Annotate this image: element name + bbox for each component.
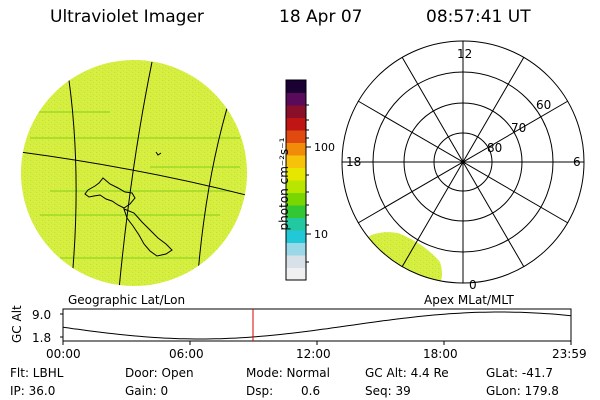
time-label-0600: 06:00: [169, 347, 204, 361]
mlat-label-70: 70: [511, 121, 527, 135]
geographic-image[interactable]: [20, 60, 250, 300]
colorbar-segment: [286, 167, 306, 181]
colorbar: [285, 79, 311, 281]
mlt-label-6: 6: [573, 155, 581, 169]
colorbar-frame: [285, 79, 307, 281]
seq-info: Seq: 39: [365, 384, 411, 398]
yaxis-min: 1.8: [32, 331, 52, 345]
ip-info: IP: 36.0: [10, 384, 56, 398]
time-ticks: [62, 341, 572, 345]
mlat-label-80: 80: [487, 141, 503, 155]
colorbar-segment: [286, 117, 306, 131]
coastline-south: [123, 208, 173, 257]
colorbar-segment: [286, 217, 306, 231]
glon-info: GLon: 179.8: [486, 384, 559, 398]
mlt-spoke: [357, 100, 569, 224]
time-label: 08:57:41 UT: [426, 7, 531, 27]
mlt-label-18: 18: [346, 155, 362, 169]
colorbar-segment: [286, 255, 306, 268]
time-label-1800: 18:00: [423, 347, 458, 361]
colorbar-tick-label: 100: [314, 141, 335, 154]
date-label: 18 Apr 07: [279, 7, 363, 27]
colorbar-tick-label: 10: [314, 228, 328, 241]
colorbar-segment: [286, 267, 306, 281]
colorbar-segment: [286, 80, 306, 93]
latitude-line: [21, 151, 247, 197]
colorbar-segment: [286, 105, 306, 118]
meridian-line: [65, 60, 77, 286]
coastline-north: [84, 177, 136, 209]
gcalt-info: GC Alt: 4.4 Re: [365, 366, 449, 380]
colorbar-segment: [286, 142, 306, 156]
colorbar-segment: [286, 205, 306, 218]
time-label-2359: 23:59: [552, 347, 587, 361]
dsp-value: 0.6: [301, 384, 321, 398]
colorbar-segment: [286, 130, 306, 143]
timeline-plot[interactable]: [60, 308, 572, 345]
island-mark: [155, 151, 162, 156]
mlt-label-12: 12: [457, 47, 473, 61]
filter-info: Flt: LBHL: [10, 366, 64, 380]
glat-info: GLat: -41.7: [486, 366, 553, 380]
apex-label: Apex MLat/MLT: [424, 293, 514, 307]
mlt-label-0: 0: [469, 278, 477, 292]
colorbar-unit-label: photon cm⁻²s⁻¹: [277, 137, 291, 231]
instrument-title: Ultraviolet Imager: [50, 7, 204, 27]
yaxis-title: GC Alt: [10, 305, 24, 343]
auroral-image-region: [366, 232, 442, 283]
time-label-1200: 12:00: [296, 347, 331, 361]
gain-info: Gain: 0: [125, 384, 169, 398]
meridian-line: [117, 61, 153, 286]
polar-plot[interactable]: [341, 40, 585, 284]
colorbar-segment: [286, 92, 306, 106]
yaxis-max: 9.0: [32, 308, 52, 322]
colorbar-segment: [286, 180, 306, 193]
colorbar-segment: [286, 230, 306, 243]
mode-info: Mode: Normal: [246, 366, 330, 380]
mlat-label-60: 60: [536, 98, 552, 112]
door-info: Door: Open: [125, 366, 194, 380]
colorbar-segment: [286, 242, 306, 256]
geographic-label: Geographic Lat/Lon: [68, 293, 186, 307]
colorbar-segment: [286, 192, 306, 206]
time-label-0000: 00:00: [46, 347, 81, 361]
altitude-curve: [62, 311, 572, 340]
dsp-label: Dsp:: [246, 384, 274, 398]
colorbar-segment: [286, 155, 306, 168]
